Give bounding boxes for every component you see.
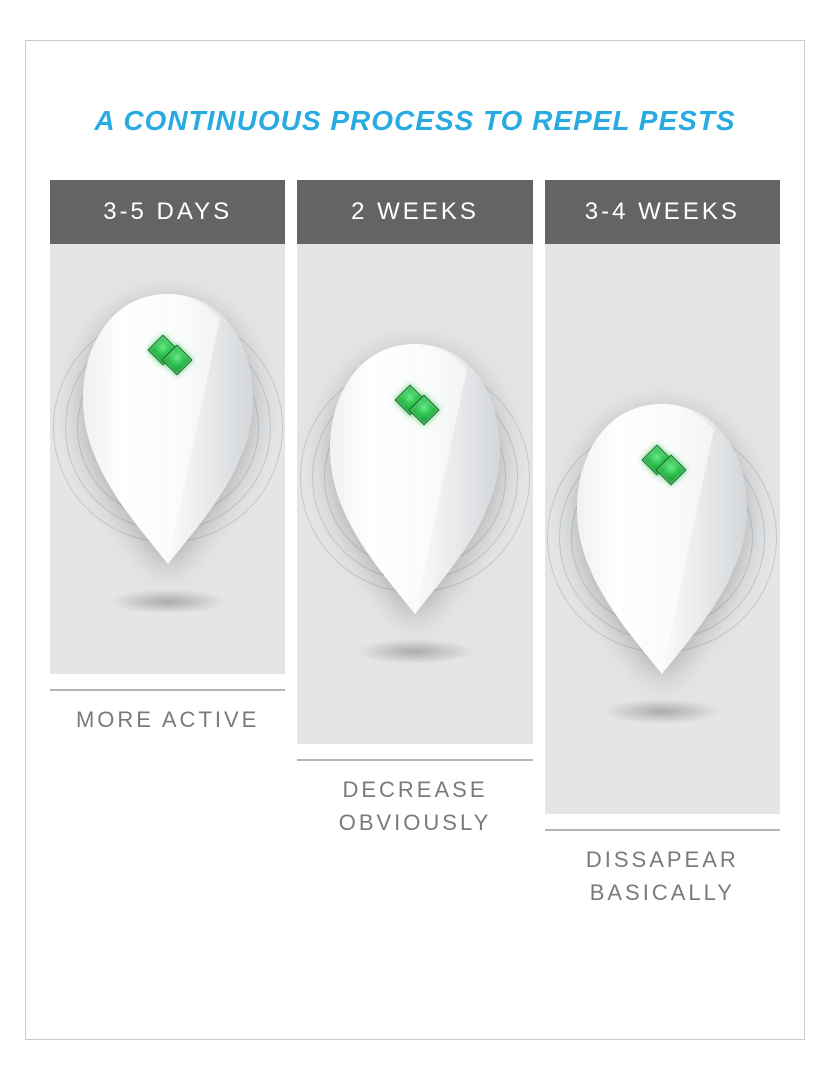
stage-column-3: 3-4 WEEKS — [545, 180, 780, 909]
device-shadow — [355, 639, 475, 664]
stage-panel — [545, 244, 780, 814]
led-indicator-icon — [640, 449, 684, 483]
stage-panel — [50, 244, 285, 674]
stages-row: 3-5 DAYS — [50, 180, 780, 909]
stage-header: 3-5 DAYS — [50, 180, 285, 244]
divider-line — [545, 829, 780, 831]
device-body-icon — [572, 399, 752, 679]
led-indicator-icon — [146, 339, 190, 373]
device-graphic — [320, 339, 510, 639]
device-body-icon — [78, 289, 258, 569]
device-graphic — [567, 399, 757, 699]
infographic-title: A CONTINUOUS PROCESS TO REPEL PESTS — [0, 105, 830, 137]
stage-column-1: 3-5 DAYS — [50, 180, 285, 909]
stage-header: 3-4 WEEKS — [545, 180, 780, 244]
stage-caption: MORE ACTIVE — [76, 703, 259, 736]
stage-caption: DECREASE OBVIOUSLY — [297, 773, 532, 839]
divider-line — [50, 689, 285, 691]
device-body-icon — [325, 339, 505, 619]
stage-caption: DISSAPEAR BASICALLY — [545, 843, 780, 909]
stage-panel — [297, 244, 532, 744]
led-indicator-icon — [393, 389, 437, 423]
stage-header: 2 WEEKS — [297, 180, 532, 244]
stage-column-2: 2 WEEKS — [297, 180, 532, 909]
device-shadow — [602, 699, 722, 724]
divider-line — [297, 759, 532, 761]
device-graphic — [73, 289, 263, 589]
device-shadow — [108, 589, 228, 614]
